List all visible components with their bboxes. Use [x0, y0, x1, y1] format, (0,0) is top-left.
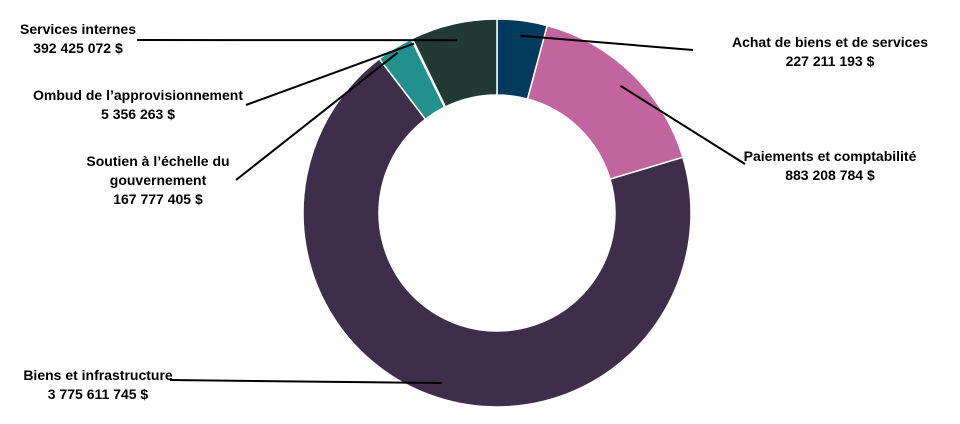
- value-label-biens-et-infrastructure: 3 775 611 745 $: [48, 386, 149, 402]
- value-label-paiements-et-comptabilite: 883 208 784 $: [785, 167, 875, 183]
- value-label-services-internes: 392 425 072 $: [33, 40, 123, 56]
- category-label-soutien-a-l-echelle-du-gouvernement: Soutien à l’échelle du: [86, 153, 229, 169]
- category-label-ombud-de-l-approvisionnement: Ombud de l’approvisionnement: [33, 87, 243, 103]
- category-label-services-internes: Services internes: [20, 21, 136, 37]
- value-label-ombud-de-l-approvisionnement: 5 356 263 $: [101, 106, 175, 122]
- leader-line-ombud-de-l-approvisionnement: [245, 42, 415, 106]
- slice-biens-et-infrastructure: [302, 57, 692, 408]
- category-label-paiements-et-comptabilite: Paiements et comptabilité: [744, 148, 917, 164]
- slice-paiements-et-comptabilite: [526, 24, 684, 181]
- leader-line-paiements-et-comptabilite: [619, 84, 746, 165]
- value-label-achat-de-biens-et-de-services: 227 211 193 $: [786, 53, 875, 69]
- leader-line-soutien-a-l-echelle-du-gouvernement: [235, 51, 399, 181]
- category-label-soutien-a-l-echelle-du-gouvernement: gouvernement: [110, 172, 207, 188]
- leader-line-biens-et-infrastructure: [169, 379, 442, 385]
- value-label-soutien-a-l-echelle-du-gouvernement: 167 777 405 $: [113, 191, 203, 207]
- category-label-achat-de-biens-et-de-services: Achat de biens et de services: [732, 34, 928, 50]
- category-label-biens-et-infrastructure: Biens et infrastructure: [23, 367, 173, 383]
- leader-line-achat-de-biens-et-de-services: [520, 34, 694, 51]
